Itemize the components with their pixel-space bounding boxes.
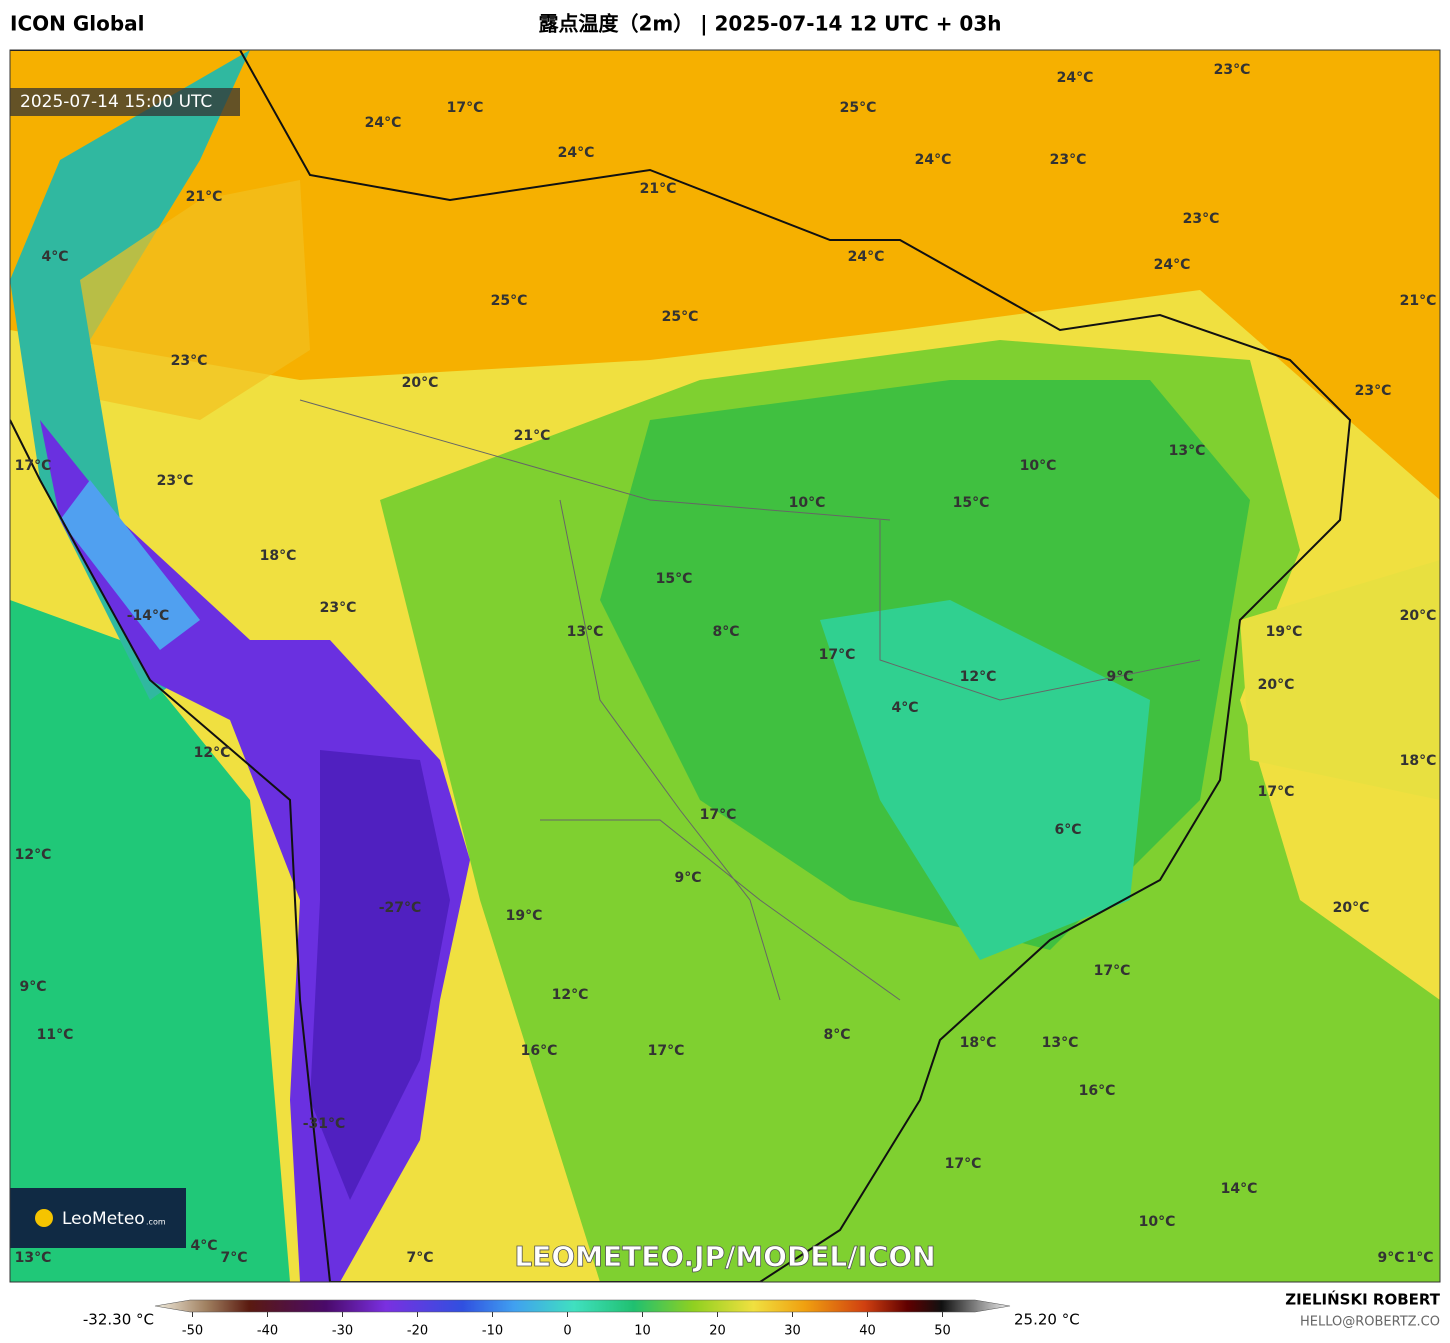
temperature-label: 17°C bbox=[648, 1043, 685, 1059]
temperature-label: 4°C bbox=[41, 249, 68, 265]
temperature-label: 15°C bbox=[656, 571, 693, 587]
colorbar-tick-label: -20 bbox=[407, 1324, 428, 1339]
temperature-label: 25°C bbox=[840, 100, 877, 116]
temperature-label: 9°C bbox=[1377, 1250, 1404, 1266]
temperature-label: 11°C bbox=[37, 1027, 74, 1043]
colorbar-tick-label: 50 bbox=[934, 1324, 951, 1339]
temperature-label: 9°C bbox=[674, 870, 701, 886]
colorbar-tick-label: 30 bbox=[784, 1324, 801, 1339]
temperature-label: 12°C bbox=[552, 987, 589, 1003]
colorbar-tick-label: 10 bbox=[634, 1324, 651, 1339]
colorbar-tick-label: 40 bbox=[859, 1324, 876, 1339]
temperature-label: 20°C bbox=[402, 375, 439, 391]
temperature-label: 25°C bbox=[662, 309, 699, 325]
temperature-label: 18°C bbox=[260, 548, 297, 564]
temperature-label: 25°C bbox=[491, 293, 528, 309]
temperature-label: 13°C bbox=[1169, 443, 1206, 459]
temperature-label: 17°C bbox=[819, 647, 856, 663]
temperature-label: 8°C bbox=[712, 624, 739, 640]
temperature-label: 23°C bbox=[320, 600, 357, 616]
temperature-label: 17°C bbox=[15, 458, 52, 474]
temperature-label: 15°C bbox=[953, 495, 990, 511]
email: HELLO@ROBERTZ.CO bbox=[1300, 1315, 1440, 1330]
watermark: LEOMETEO.JP/MODEL/ICON bbox=[514, 1240, 935, 1273]
temperature-label: 21°C bbox=[186, 189, 223, 205]
temperature-label: 17°C bbox=[1258, 784, 1295, 800]
map-frame bbox=[9, 49, 1441, 1283]
temperature-label: 24°C bbox=[558, 145, 595, 161]
temperature-label: 18°C bbox=[960, 1035, 997, 1051]
colorbar bbox=[154, 1299, 1011, 1313]
temperature-label: 20°C bbox=[1333, 900, 1370, 916]
temperature-label: 7°C bbox=[406, 1250, 433, 1266]
temperature-label: 20°C bbox=[1258, 677, 1295, 693]
temperature-label: 20°C bbox=[1400, 608, 1437, 624]
map-title: 露点温度（2m） | 2025-07-14 12 UTC + 03h bbox=[539, 12, 1002, 36]
logo: LeoMeteo bbox=[62, 1209, 145, 1229]
temperature-label: 13°C bbox=[15, 1250, 52, 1266]
colorbar-tick-label: -40 bbox=[257, 1324, 278, 1339]
colorbar-tick-label: 0 bbox=[563, 1324, 571, 1339]
temperature-label: -27°C bbox=[379, 900, 422, 916]
colorbar-ticks: -50 -40 -30 -20 -10 0 10 20 30 40 50 bbox=[182, 1312, 951, 1339]
temperature-label: 18°C bbox=[1400, 753, 1437, 769]
map-labels: 24°C 23°C 17°C 24°C 25°C 24°C 24°C 23°C 21°C 21°C… bbox=[15, 62, 1437, 1266]
temperature-label: 21°C bbox=[640, 181, 677, 197]
temperature-label: 21°C bbox=[1400, 293, 1437, 309]
temperature-label: 24°C bbox=[848, 249, 885, 265]
temperature-label: 8°C bbox=[823, 1027, 850, 1043]
temperature-label: 4°C bbox=[190, 1238, 217, 1254]
temperature-label: 13°C bbox=[1042, 1035, 1079, 1051]
temperature-label: 12°C bbox=[960, 669, 997, 685]
temperature-label: 12°C bbox=[194, 745, 231, 761]
temperature-label: 14°C bbox=[1221, 1181, 1258, 1197]
temperature-label: 23°C bbox=[157, 473, 194, 489]
temperature-label: 7°C bbox=[220, 1250, 247, 1266]
temperature-label: 17°C bbox=[447, 100, 484, 116]
valid-time: 2025-07-14 15:00 UTC bbox=[20, 92, 212, 112]
colorbar-tick-label: -50 bbox=[182, 1324, 203, 1339]
colorbar-tick-label: 20 bbox=[709, 1324, 726, 1339]
temperature-label: 21°C bbox=[514, 428, 551, 444]
colorbar-max: 25.20 °C bbox=[1014, 1311, 1080, 1329]
temperature-label: 23°C bbox=[171, 353, 208, 369]
temperature-label: 13°C bbox=[567, 624, 604, 640]
temperature-label: 4°C bbox=[891, 700, 918, 716]
colorbar-tick-label: -10 bbox=[482, 1324, 503, 1339]
map: 24°C 23°C 17°C 24°C 25°C 24°C 24°C 23°C 21°C 21°C… bbox=[10, 50, 1440, 1282]
temperature-label: 23°C bbox=[1355, 383, 1392, 399]
model-name: ICON Global bbox=[10, 12, 145, 36]
temperature-label: -14°C bbox=[127, 608, 170, 624]
temperature-label: 1°C bbox=[1406, 1250, 1433, 1266]
temperature-label: 10°C bbox=[1020, 458, 1057, 474]
temperature-label: 17°C bbox=[700, 807, 737, 823]
temperature-label: 9°C bbox=[1106, 669, 1133, 685]
temperature-label: 17°C bbox=[1094, 963, 1131, 979]
temperature-label: 19°C bbox=[506, 908, 543, 924]
temperature-label: 12°C bbox=[15, 847, 52, 863]
temperature-label: 23°C bbox=[1183, 211, 1220, 227]
temperature-label: 9°C bbox=[19, 979, 46, 995]
logo-suffix: .com bbox=[146, 1218, 166, 1227]
temperature-label: 23°C bbox=[1214, 62, 1251, 78]
colorbar-tick-label: -30 bbox=[332, 1324, 353, 1339]
temperature-label: 24°C bbox=[365, 115, 402, 131]
temperature-label: 10°C bbox=[1139, 1214, 1176, 1230]
temperature-label: 19°C bbox=[1266, 624, 1303, 640]
temperature-label: 24°C bbox=[1154, 257, 1191, 273]
temperature-label: 24°C bbox=[1057, 70, 1094, 86]
colorbar-min: -32.30 °C bbox=[83, 1311, 154, 1329]
temperature-label: 6°C bbox=[1054, 822, 1081, 838]
temperature-label: -31°C bbox=[303, 1116, 346, 1132]
temperature-label: 16°C bbox=[521, 1043, 558, 1059]
author: ZIELIŃSKI ROBERT bbox=[1285, 1290, 1440, 1309]
temperature-label: 16°C bbox=[1079, 1083, 1116, 1099]
temperature-label: 10°C bbox=[789, 495, 826, 511]
temperature-label: 23°C bbox=[1050, 152, 1087, 168]
temperature-label: 24°C bbox=[915, 152, 952, 168]
temperature-label: 17°C bbox=[945, 1156, 982, 1172]
